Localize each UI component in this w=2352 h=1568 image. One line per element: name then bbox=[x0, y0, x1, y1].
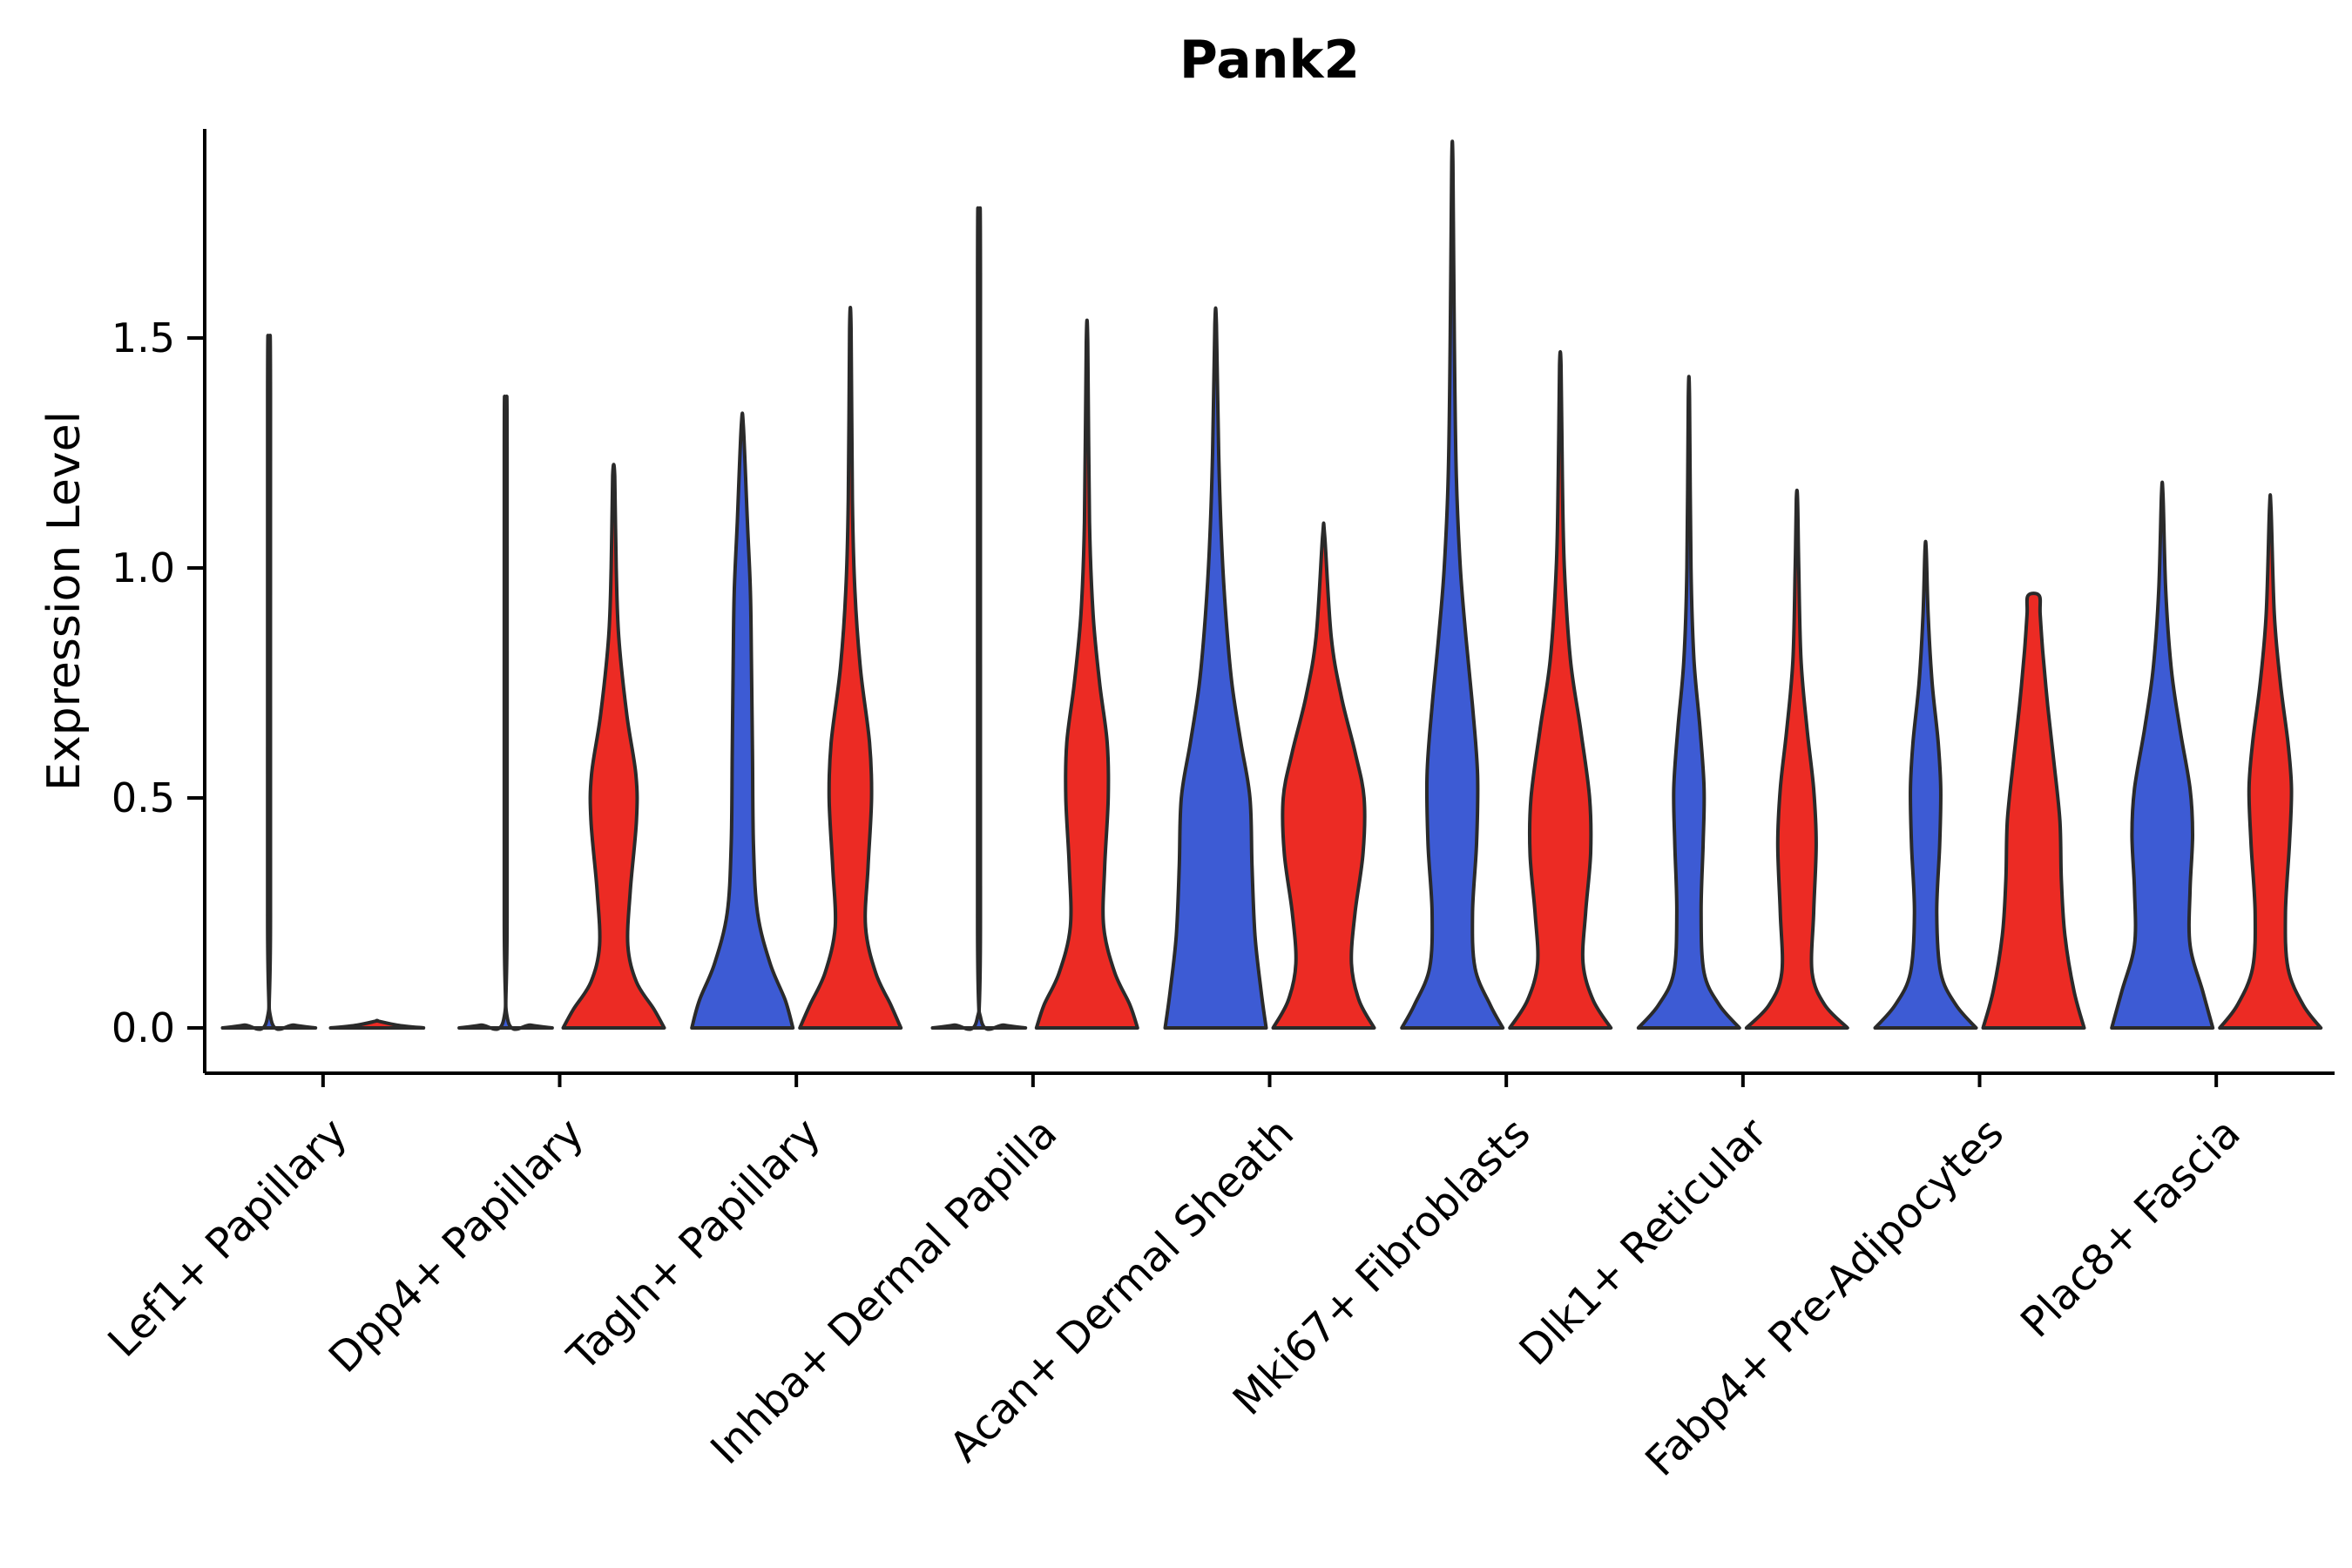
violin-right-2 bbox=[798, 306, 903, 1030]
violin-right-0 bbox=[328, 1018, 426, 1030]
y-tick-label: 0.5 bbox=[112, 774, 175, 821]
violin-right-1 bbox=[561, 463, 666, 1030]
violin-left-5 bbox=[1400, 139, 1505, 1030]
violin-right-3 bbox=[1034, 318, 1139, 1030]
violin-left-3 bbox=[930, 206, 1028, 1031]
violin-left-1 bbox=[457, 395, 554, 1031]
y-tick-label: 1.5 bbox=[112, 314, 175, 362]
x-tick-label: Dpp4+ Papillary bbox=[320, 1109, 593, 1382]
violin-right-7 bbox=[1981, 591, 2086, 1030]
y-tick-label: 0.0 bbox=[112, 1004, 175, 1051]
x-tick-label: Dlk1+ Reticular bbox=[1511, 1109, 1777, 1375]
violin-left-0 bbox=[220, 334, 318, 1031]
violin-right-8 bbox=[2218, 493, 2323, 1030]
chart-title: Pank2 bbox=[1179, 30, 1361, 91]
violin-left-7 bbox=[1873, 539, 1978, 1030]
violin-left-8 bbox=[2110, 480, 2215, 1030]
x-tick-label: Tagln+ Papillary bbox=[558, 1109, 829, 1381]
violin-right-4 bbox=[1271, 521, 1376, 1030]
violin-left-4 bbox=[1163, 306, 1268, 1030]
y-tick-label: 1.0 bbox=[112, 544, 175, 591]
violin-left-6 bbox=[1636, 375, 1741, 1030]
violin-right-5 bbox=[1508, 349, 1613, 1030]
x-tick-label: Lef1+ Papillary bbox=[98, 1109, 356, 1367]
violin-left-2 bbox=[690, 411, 795, 1030]
x-tick-label: Plac8+ Fascia bbox=[2011, 1109, 2250, 1348]
violin-right-6 bbox=[1744, 488, 1849, 1030]
